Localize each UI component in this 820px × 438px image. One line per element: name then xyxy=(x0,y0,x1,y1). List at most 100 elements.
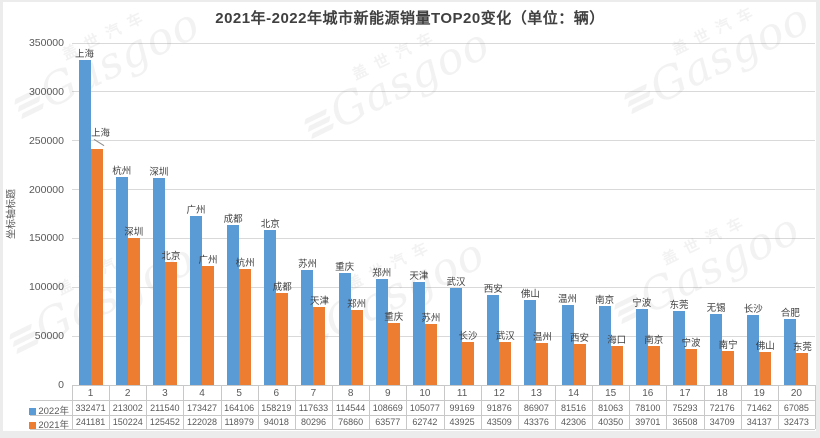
bar-label-2021年: 成都 xyxy=(272,282,292,294)
bar-label-2022年: 东莞 xyxy=(669,300,689,312)
gasgoo-logo-stripes-icon xyxy=(622,81,655,116)
page-edge xyxy=(0,431,820,438)
bar-2022年 xyxy=(672,311,685,385)
table-border xyxy=(220,385,222,429)
table-value-cell: 108669 xyxy=(372,402,403,413)
table-category-cell: 1 xyxy=(87,387,94,399)
bar-label-2022年: 北京 xyxy=(260,219,280,231)
table-value-cell: 67085 xyxy=(783,402,809,413)
legend-key-2022年: 2022年 xyxy=(26,403,69,417)
table-category-cell: 6 xyxy=(273,387,280,399)
bar-2021年 xyxy=(647,346,660,385)
table-border xyxy=(592,385,594,429)
table-value-cell: 72176 xyxy=(709,402,735,413)
bar-2022年 xyxy=(115,176,128,385)
table-value-cell: 71462 xyxy=(746,402,772,413)
table-category-cell: 19 xyxy=(753,387,765,399)
gridline xyxy=(72,237,815,239)
bar-2021年 xyxy=(239,268,252,385)
table-value-cell: 211540 xyxy=(150,402,180,413)
table-border xyxy=(629,385,631,429)
table-value-cell: 86907 xyxy=(523,402,549,413)
bar-label-2021年: 苏州 xyxy=(421,312,441,324)
table-border xyxy=(666,385,668,429)
bar-label-2022年: 天津 xyxy=(409,271,429,283)
bar-2022年 xyxy=(710,314,723,385)
table-category-cell: 15 xyxy=(605,387,617,399)
gasgoo-logo-stripes-icon xyxy=(302,106,335,141)
bar-2022年 xyxy=(301,270,314,385)
bar-label-2021年: 郑州 xyxy=(347,298,367,310)
bar-label-2021年: 上海 xyxy=(91,128,111,140)
table-value-cell: 125452 xyxy=(149,417,180,427)
table-category-cell: 13 xyxy=(530,387,542,399)
table-border xyxy=(406,385,408,429)
y-tick-label: 150000 xyxy=(28,232,64,245)
bar-2021年 xyxy=(499,342,512,385)
table-border xyxy=(369,385,371,429)
bar-label-2021年: 南宁 xyxy=(718,340,738,352)
table-border xyxy=(815,385,816,429)
bar-label-2022年: 温州 xyxy=(558,294,578,306)
legend-label: 2022年 xyxy=(38,405,69,417)
bar-2022年 xyxy=(264,230,277,385)
legend-swatch-icon xyxy=(29,407,37,415)
gridline xyxy=(72,286,815,288)
bar-label-2022年: 重庆 xyxy=(335,262,355,274)
chart-title: 2021年-2022年城市新能源销量TOP20变化（单位：辆） xyxy=(215,10,605,27)
table-value-cell: 32473 xyxy=(783,417,809,427)
bar-label-2021年: 武汉 xyxy=(495,331,515,343)
gridline xyxy=(72,140,815,142)
y-tick-label: 200000 xyxy=(28,183,64,196)
bar-label-2022年: 佛山 xyxy=(520,289,540,301)
table-value-cell: 78100 xyxy=(635,402,661,413)
bar-label-2021年: 天津 xyxy=(309,295,329,307)
bar-label-2022年: 长沙 xyxy=(743,304,763,316)
table-value-cell: 81516 xyxy=(560,402,587,413)
table-border xyxy=(146,385,148,429)
bar-label-2021年: 重庆 xyxy=(384,311,404,323)
bar-2022年 xyxy=(561,305,574,385)
bar-label-2022年: 深圳 xyxy=(149,167,169,179)
bar-label-2022年: 无锡 xyxy=(706,303,726,315)
table-value-cell: 80296 xyxy=(300,417,326,427)
table-value-cell: 173427 xyxy=(186,402,218,413)
table-border xyxy=(554,385,556,429)
bar-label-2021年: 海口 xyxy=(607,334,627,346)
table-border xyxy=(480,385,482,429)
table-category-cell: 10 xyxy=(419,387,431,399)
table-category-cell: 5 xyxy=(236,387,242,399)
table-value-cell: 39701 xyxy=(635,417,661,427)
table-border xyxy=(740,385,742,429)
table-value-cell: 164106 xyxy=(224,402,255,413)
bar-label-2022年: 成都 xyxy=(223,213,243,225)
bar-label-2022年: 郑州 xyxy=(372,267,392,279)
bar-label-2022年: 广州 xyxy=(186,204,206,216)
y-tick-label: 0 xyxy=(58,379,64,391)
bar-label-2021年: 北京 xyxy=(161,251,181,263)
table-category-cell: 12 xyxy=(493,387,505,399)
table-category-cell: 7 xyxy=(310,387,317,399)
table-value-cell: 43509 xyxy=(486,417,512,427)
bar-label-2021年: 温州 xyxy=(532,331,552,343)
y-tick-label: 300000 xyxy=(28,85,64,98)
table-category-cell: 14 xyxy=(567,387,580,399)
bar-2021年 xyxy=(610,345,623,385)
table-value-cell: 81063 xyxy=(598,402,624,413)
table-category-cell: 20 xyxy=(790,387,802,399)
legend-swatch-icon xyxy=(29,422,37,429)
bar-label-2022年: 南京 xyxy=(595,294,615,306)
y-tick-label: 250000 xyxy=(28,134,64,147)
legend-key-2021年: 2021年 xyxy=(26,417,69,431)
table-category-cell: 18 xyxy=(716,387,728,399)
bar-2022年 xyxy=(375,278,388,385)
bar-2021年 xyxy=(759,351,772,385)
watermark-brand-cn: 盖世汽车 xyxy=(659,211,754,269)
legend-label: 2021年 xyxy=(38,420,69,431)
bar-2022年 xyxy=(524,300,537,385)
table-value-cell: 158219 xyxy=(261,402,292,413)
bar-label-2021年: 南京 xyxy=(644,335,664,347)
table-value-cell: 117633 xyxy=(298,402,329,413)
